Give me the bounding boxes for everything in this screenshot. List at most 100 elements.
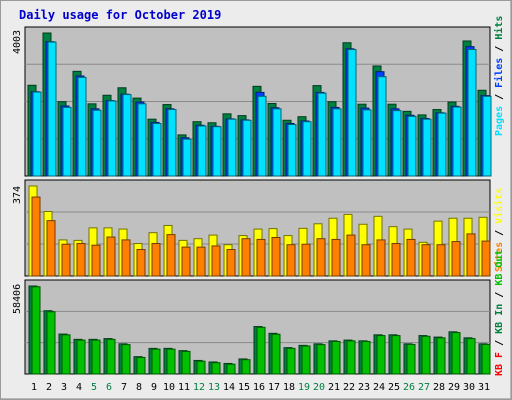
legend-kbf: KB F bbox=[494, 351, 505, 376]
bar-sites-day-7 bbox=[121, 239, 131, 277]
bar-sites-day-3 bbox=[61, 243, 71, 277]
bar-pages-day-28 bbox=[437, 112, 447, 177]
legend-top: Pages / Files / Hits bbox=[494, 15, 505, 136]
x-tick-label: 24 bbox=[372, 382, 386, 393]
x-tick-label: 3 bbox=[60, 382, 68, 393]
bar-kb-out-day-10 bbox=[166, 348, 176, 375]
bar-sites-day-2 bbox=[46, 220, 56, 277]
x-tick-label: 15 bbox=[237, 382, 251, 393]
x-tick-label: 4 bbox=[75, 382, 83, 393]
x-tick-label: 28 bbox=[432, 382, 446, 393]
bar-pages-day-27 bbox=[422, 118, 432, 177]
legend-bottom: KB F / KB In / KB Out bbox=[494, 249, 505, 376]
bar-pages-day-14 bbox=[227, 118, 237, 177]
legend-kbout: KB Out bbox=[494, 249, 505, 286]
bar-kb-out-day-11 bbox=[181, 350, 191, 375]
bar-kb-out-day-31 bbox=[481, 343, 491, 375]
bar-kb-out-day-18 bbox=[286, 347, 296, 375]
bar-sites-day-10 bbox=[166, 234, 176, 277]
x-tick-label: 5 bbox=[90, 382, 98, 393]
bar-kb-out-day-14 bbox=[226, 363, 236, 375]
x-tick-label: 9 bbox=[150, 382, 158, 393]
bar-pages-day-7 bbox=[122, 94, 132, 177]
bar-sites-day-9 bbox=[151, 243, 161, 277]
bar-kb-out-day-13 bbox=[211, 362, 221, 375]
bar-kb-out-day-8 bbox=[136, 356, 146, 375]
bar-sites-day-5 bbox=[91, 244, 101, 277]
bar-kb-out-day-5 bbox=[91, 339, 101, 375]
bar-kb-out-day-29 bbox=[451, 332, 461, 375]
legend-visits: Visits bbox=[494, 187, 505, 224]
bar-pages-day-3 bbox=[62, 106, 72, 177]
x-tick-label: 29 bbox=[447, 382, 461, 393]
bar-kb-out-day-20 bbox=[316, 344, 326, 375]
x-tick-label: 7 bbox=[120, 382, 128, 393]
ymax-label-hits: 4003 bbox=[12, 29, 23, 54]
x-tick-label: 22 bbox=[342, 382, 356, 393]
chart-title: Daily usage for October 2019 bbox=[19, 8, 222, 22]
bar-pages-day-6 bbox=[107, 100, 117, 177]
bar-pages-day-1 bbox=[32, 91, 42, 177]
bar-pages-day-10 bbox=[167, 109, 177, 177]
bar-pages-day-2 bbox=[47, 41, 57, 177]
bar-kb-out-day-4 bbox=[76, 339, 86, 375]
bar-pages-day-16 bbox=[257, 95, 267, 177]
bar-pages-day-22 bbox=[347, 49, 357, 177]
x-tick-label: 8 bbox=[135, 382, 143, 393]
bar-sites-day-13 bbox=[211, 245, 221, 277]
bar-pages-day-25 bbox=[392, 110, 402, 177]
bar-kb-out-day-7 bbox=[121, 344, 131, 375]
bar-sites-day-20 bbox=[316, 238, 326, 277]
legend-files: Files bbox=[494, 57, 505, 88]
bar-kb-out-day-12 bbox=[196, 360, 206, 375]
x-tick-label: 13 bbox=[207, 382, 221, 393]
legend-hits: Hits bbox=[494, 15, 505, 40]
x-tick-label: 16 bbox=[252, 382, 266, 393]
bar-kb-out-day-1 bbox=[31, 286, 41, 375]
x-tick-label: 12 bbox=[192, 382, 206, 393]
bar-pages-day-31 bbox=[482, 95, 492, 177]
bar-pages-day-12 bbox=[197, 125, 207, 177]
bar-sites-day-11 bbox=[181, 246, 191, 277]
bar-sites-day-22 bbox=[346, 234, 356, 277]
bar-sites-day-12 bbox=[196, 246, 206, 277]
bar-kb-out-day-19 bbox=[301, 345, 311, 375]
bar-kb-out-day-27 bbox=[421, 335, 431, 375]
x-tick-label: 21 bbox=[327, 382, 341, 393]
x-tick-label: 14 bbox=[222, 382, 236, 393]
x-tick-label: 31 bbox=[477, 382, 491, 393]
legend-kbin: KB In bbox=[494, 303, 505, 334]
bar-kb-out-day-6 bbox=[106, 338, 116, 375]
bar-kb-out-day-28 bbox=[436, 337, 446, 375]
bar-sites-day-4 bbox=[76, 243, 86, 277]
bar-sites-day-30 bbox=[466, 233, 476, 277]
bar-sites-day-19 bbox=[301, 243, 311, 277]
bar-kb-out-day-3 bbox=[61, 334, 71, 375]
bar-pages-day-18 bbox=[287, 124, 297, 177]
bar-pages-day-26 bbox=[407, 115, 417, 177]
bar-sites-day-23 bbox=[361, 244, 371, 277]
x-tick-label: 20 bbox=[312, 382, 326, 393]
bar-pages-day-13 bbox=[212, 126, 222, 177]
bar-sites-day-18 bbox=[286, 244, 296, 277]
bar-kb-out-day-30 bbox=[466, 338, 476, 375]
bar-kb-out-day-26 bbox=[406, 343, 416, 375]
x-tick-label: 10 bbox=[162, 382, 176, 393]
bar-pages-day-30 bbox=[467, 49, 477, 177]
x-tick-label: 23 bbox=[357, 382, 371, 393]
x-tick-label: 18 bbox=[282, 382, 296, 393]
bar-sites-day-25 bbox=[391, 243, 401, 277]
x-tick-label: 19 bbox=[297, 382, 311, 393]
bar-kb-out-day-2 bbox=[46, 311, 56, 375]
bar-kb-out-day-9 bbox=[151, 348, 161, 375]
bar-sites-day-24 bbox=[376, 239, 386, 277]
bar-kb-out-day-22 bbox=[346, 340, 356, 375]
bar-pages-day-21 bbox=[332, 108, 342, 177]
x-tick-label: 25 bbox=[387, 382, 401, 393]
x-tick-label: 30 bbox=[462, 382, 476, 393]
bar-sites-day-8 bbox=[136, 249, 146, 277]
bar-pages-day-9 bbox=[152, 122, 162, 177]
bar-kb-out-day-25 bbox=[391, 335, 401, 375]
x-tick-label: 6 bbox=[105, 382, 113, 393]
